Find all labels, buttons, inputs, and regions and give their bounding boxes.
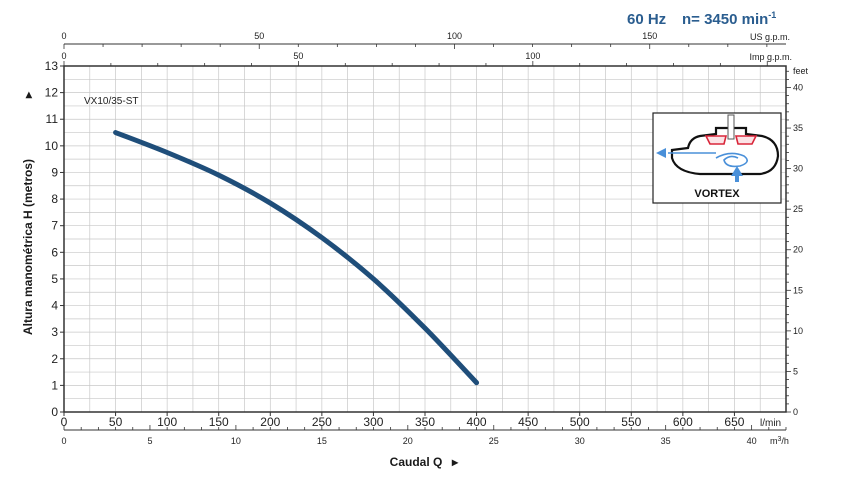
us-gpm-tick-label: 100 — [447, 31, 462, 41]
y-tick-label: 11 — [46, 112, 59, 126]
m3h-tick-label: 5 — [147, 436, 152, 446]
m3h-unit-label: m3/h — [770, 436, 789, 446]
feet-tick-label: 25 — [793, 204, 803, 214]
y-tick-label: 0 — [51, 405, 58, 419]
y-tick-label: 8 — [51, 192, 58, 206]
feet-tick-label: 20 — [793, 245, 803, 255]
m3h-tick-label: 30 — [575, 436, 585, 446]
vortex-swirl-shape — [715, 152, 748, 168]
x-tick-label: 500 — [570, 415, 590, 429]
us-gpm-tick-label: 50 — [254, 31, 264, 41]
us-gpm-tick-label: 0 — [61, 31, 66, 41]
feet-tick-label: 30 — [793, 164, 803, 174]
x-axis-title: Caudal Q — [390, 455, 443, 469]
y-tick-label: 3 — [51, 325, 58, 339]
y-tick-label: 10 — [45, 139, 59, 153]
x-tick-label: 150 — [209, 415, 229, 429]
lmin-unit-label: l/min — [760, 418, 781, 429]
y-tick-label: 4 — [51, 299, 58, 313]
top-secondary-axes: 0 50 100 150 0 50 100 — [61, 31, 786, 66]
y-tick-label: 1 — [51, 378, 58, 392]
feet-tick-label: 5 — [793, 366, 798, 376]
feet-tick-label: 35 — [793, 123, 803, 133]
y-tick-label: 6 — [51, 245, 58, 259]
us-gpm-tick-label: 150 — [642, 31, 657, 41]
feet-tick-label: 15 — [793, 285, 803, 295]
x-axis-arrow: ▸ — [451, 455, 459, 469]
feet-unit-label: feet — [793, 66, 809, 76]
series-label: VX10/35-ST — [84, 96, 138, 107]
y-axis-arrow: ▸ — [21, 91, 35, 99]
m3h-unit-main: m — [770, 436, 778, 446]
frequency-label: 60 Hz — [627, 11, 666, 28]
m3h-tick-label: 40 — [747, 436, 757, 446]
x-tick-label: 550 — [621, 415, 641, 429]
vortex-inset: VORTEX — [652, 112, 782, 204]
right-feet-axis: 0 5 10 15 20 25 30 35 40 — [786, 70, 803, 417]
speed-label: n= 3450 min-1 — [682, 10, 776, 28]
m3h-tick-label: 25 — [489, 436, 499, 446]
speed-label-main: n= 3450 min — [682, 11, 768, 28]
x-tick-label: 100 — [157, 415, 177, 429]
m3h-tick-label: 10 — [231, 436, 241, 446]
x-tick-label: 650 — [724, 415, 744, 429]
series-layer: VX10/35-ST — [84, 96, 480, 386]
m3h-tick-label: 15 — [317, 436, 327, 446]
x-tick-label: 450 — [518, 415, 538, 429]
x-tick-label: 0 — [61, 415, 68, 429]
imp-gpm-unit-label: Imp g.p.m. — [749, 52, 792, 62]
y-tick-label: 9 — [51, 165, 58, 179]
imp-gpm-tick-label: 100 — [525, 51, 540, 61]
x-tick-label: 600 — [673, 415, 693, 429]
us-gpm-unit-label: US g.p.m. — [750, 32, 790, 42]
speed-label-exponent: -1 — [768, 10, 776, 20]
m3h-tick-label: 20 — [403, 436, 413, 446]
y-tick-label: 7 — [51, 219, 58, 233]
impeller-right-shape — [734, 135, 758, 145]
y-tick-label: 2 — [51, 352, 58, 366]
x-tick-label: 400 — [467, 415, 487, 429]
x-tick-label: 50 — [109, 415, 123, 429]
impeller-left-shape — [704, 135, 728, 145]
y-tick-label: 5 — [51, 272, 58, 286]
imp-gpm-tick-label: 50 — [293, 51, 303, 61]
m3h-tick-label: 0 — [61, 436, 66, 446]
series-curve-0 — [113, 130, 480, 386]
vortex-impeller-icon — [656, 114, 780, 182]
outlet-arrow-icon — [656, 148, 666, 158]
y-axis-title-group: Altura manométrica H (metros) ▸ — [21, 91, 35, 335]
m3h-unit-suffix: /h — [781, 436, 789, 446]
y-axis-title: Altura manométrica H (metros) — [21, 159, 35, 335]
feet-tick-label: 0 — [793, 407, 798, 417]
bottom-axes: 0 50 100 150 200 250 300 350 400 450 500 550 600 650 0… — [61, 412, 787, 446]
feet-tick-label: 40 — [793, 82, 803, 92]
x-tick-label: 250 — [312, 415, 332, 429]
feet-tick-label: 10 — [793, 326, 803, 336]
pump-shaft-shape — [727, 114, 735, 140]
m3h-tick-label: 35 — [661, 436, 671, 446]
x-tick-label: 300 — [363, 415, 383, 429]
inlet-arrow-icon — [731, 166, 743, 182]
m3h-unit-exp: 3 — [778, 436, 782, 443]
x-tick-label: 350 — [415, 415, 435, 429]
y-tick-label: 12 — [45, 86, 59, 100]
y-tick-label: 13 — [45, 59, 59, 73]
x-tick-label: 200 — [260, 415, 280, 429]
vortex-label: VORTEX — [694, 188, 740, 200]
imp-gpm-tick-label: 0 — [61, 51, 66, 61]
